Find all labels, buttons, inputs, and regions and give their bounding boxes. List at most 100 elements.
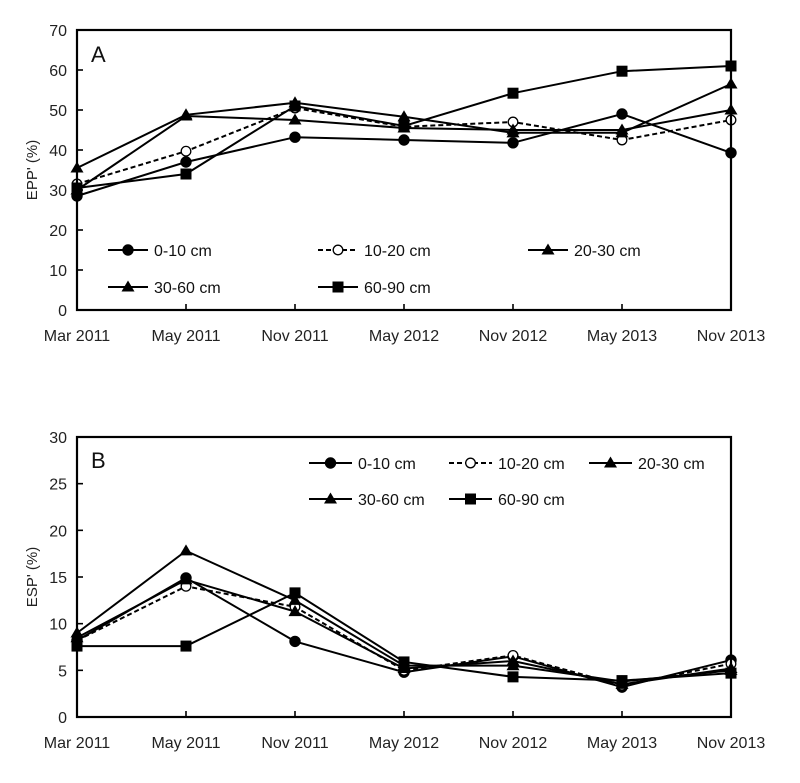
legend-marker — [465, 493, 476, 505]
legend-item-10-20-cm: 10-20 cm — [318, 243, 431, 260]
y-axis-title-b: ESP' (%) — [24, 547, 41, 607]
legend-label: 20-30 cm — [574, 243, 641, 260]
x-tick-label: Nov 2012 — [479, 735, 548, 752]
data-point-60-90-cm — [289, 100, 301, 112]
legend-item-0-10-cm: 0-10 cm — [108, 243, 212, 260]
legend-label: 20-30 cm — [638, 456, 705, 473]
legend-label: 10-20 cm — [498, 456, 565, 473]
legend-item-20-30-cm: 20-30 cm — [589, 456, 705, 473]
legend-marker — [332, 281, 344, 293]
legend-item-10-20-cm: 10-20 cm — [449, 456, 565, 473]
plot-frame-a — [75, 28, 733, 312]
legend-marker — [332, 244, 344, 256]
data-point-60-90-cm — [616, 65, 628, 77]
legend-label: 60-90 cm — [498, 492, 565, 509]
legend-item-30-60-cm: 30-60 cm — [108, 280, 221, 297]
panel-label-b: B — [91, 448, 106, 473]
legend-a: 0-10 cm 10-20 cm 20-30 cm 30-60 cm 60-90 cm — [108, 243, 641, 297]
y-tick-label: 5 — [58, 663, 67, 680]
y-tick-label: 10 — [49, 263, 67, 280]
panel-label-a: A — [91, 42, 106, 67]
x-tick-label: Mar 2011 — [44, 735, 111, 752]
data-point-30-60-cm — [397, 110, 411, 122]
data-point-30-60-cm — [179, 544, 193, 556]
legend-item-0-10-cm: 0-10 cm — [309, 456, 416, 473]
y-axis-a: 0 10 20 30 40 50 60 70 — [49, 23, 83, 320]
legend-item-30-60-cm: 30-60 cm — [309, 492, 425, 509]
data-point-0-10-cm — [507, 137, 519, 149]
x-tick-label: May 2011 — [151, 328, 220, 345]
series-group-b — [70, 544, 738, 693]
x-tick-label: Nov 2013 — [697, 328, 766, 345]
data-point-30-60-cm — [288, 593, 302, 605]
legend-marker — [122, 244, 134, 256]
y-axis-title-a: EPP' (%) — [24, 140, 41, 200]
x-tick-label: Nov 2011 — [261, 328, 328, 345]
data-point-60-90-cm — [616, 675, 628, 687]
data-point-30-60-cm — [506, 126, 520, 138]
data-point-60-90-cm — [398, 120, 410, 132]
legend-item-20-30-cm: 20-30 cm — [528, 243, 641, 260]
x-axis-a: Mar 2011 May 2011 Nov 2011 May 2012 Nov 2012… — [44, 304, 766, 345]
legend-marker — [465, 457, 476, 469]
legend-item-60-90-cm: 60-90 cm — [449, 492, 565, 509]
data-point-30-60-cm — [506, 659, 520, 671]
legend-label: 30-60 cm — [358, 492, 425, 509]
y-tick-label: 25 — [49, 477, 67, 494]
y-tick-label: 0 — [58, 710, 67, 727]
y-tick-label: 15 — [49, 570, 67, 587]
legend-label: 60-90 cm — [364, 280, 431, 297]
x-tick-label: Nov 2011 — [261, 735, 328, 752]
x-tick-label: Nov 2012 — [479, 328, 548, 345]
y-tick-label: 30 — [49, 183, 67, 200]
data-point-30-60-cm — [179, 108, 193, 120]
series-group-a — [70, 60, 738, 202]
data-point-60-90-cm — [507, 87, 519, 99]
series-20-30-cm — [70, 573, 738, 689]
y-tick-label: 0 — [58, 303, 67, 320]
data-point-60-90-cm — [180, 168, 192, 180]
legend-marker — [604, 456, 617, 468]
legend-marker — [324, 457, 337, 469]
legend-label: 0-10 cm — [358, 456, 416, 473]
legend-marker — [121, 280, 135, 292]
x-tick-label: Mar 2011 — [44, 328, 111, 345]
y-tick-label: 20 — [49, 523, 67, 540]
x-tick-label: Nov 2013 — [697, 735, 766, 752]
data-point-0-10-cm — [398, 134, 410, 146]
legend-marker — [324, 492, 337, 504]
data-point-60-90-cm — [398, 656, 410, 668]
x-tick-label: May 2012 — [369, 328, 439, 345]
data-point-20-30-cm — [288, 605, 302, 617]
chart-a: EPP' (%) A 0 10 20 30 40 50 60 70 Mar 2011 May 2… — [24, 23, 765, 345]
y-tick-label: 20 — [49, 223, 67, 240]
data-point-0-10-cm — [289, 635, 301, 648]
y-tick-label: 50 — [49, 103, 67, 120]
series-10-20-cm — [71, 580, 737, 691]
data-point-10-20-cm — [180, 145, 192, 157]
y-tick-label: 60 — [49, 63, 67, 80]
x-tick-label: May 2013 — [587, 328, 657, 345]
plot-frame-b — [75, 435, 733, 719]
legend-item-60-90-cm: 60-90 cm — [318, 280, 431, 297]
data-point-60-90-cm — [180, 640, 192, 652]
data-point-60-90-cm — [507, 671, 519, 683]
y-tick-label: 10 — [49, 617, 67, 634]
data-point-60-90-cm — [289, 587, 301, 599]
x-tick-label: May 2012 — [369, 735, 439, 752]
data-point-20-30-cm — [288, 113, 302, 125]
legend-label: 10-20 cm — [364, 243, 431, 260]
y-tick-label: 40 — [49, 143, 67, 160]
y-tick-label: 70 — [49, 23, 67, 40]
legend-marker — [541, 243, 555, 255]
legend-label: 30-60 cm — [154, 280, 221, 297]
data-point-20-30-cm — [179, 573, 193, 585]
x-axis-b: Mar 2011 May 2011 Nov 2011 May 2012 Nov 2012… — [44, 711, 766, 752]
data-point-0-10-cm — [180, 156, 192, 168]
legend-b: 0-10 cm 10-20 cm 20-30 cm 30-60 cm 60-90 cm — [309, 456, 705, 509]
data-point-30-60-cm — [615, 126, 629, 138]
y-axis-b: 0 5 10 15 20 25 30 — [49, 430, 83, 727]
data-point-0-10-cm — [616, 108, 628, 120]
legend-label: 0-10 cm — [154, 243, 212, 260]
